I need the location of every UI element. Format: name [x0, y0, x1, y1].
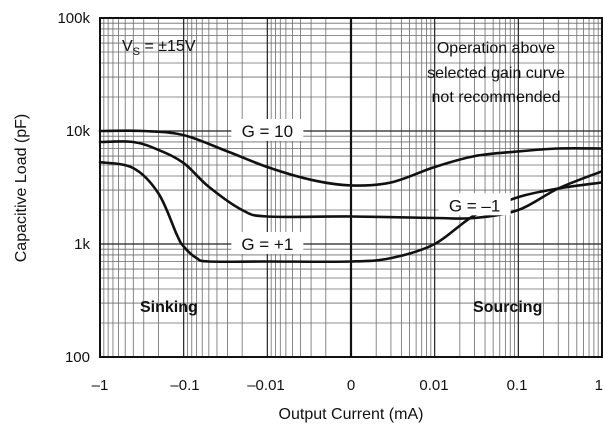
note-line-1: Operation above — [437, 40, 555, 57]
sinking-label: Sinking — [140, 299, 198, 316]
curve-label-background — [231, 232, 304, 254]
curve-label-background — [438, 193, 511, 216]
curve-label-background — [231, 119, 304, 141]
sourcing-label: Sourcing — [473, 299, 542, 316]
curve-label: G = –1 — [449, 196, 501, 215]
note-line-2: selected gain curve — [427, 65, 565, 82]
x-tick-label: –1 — [92, 377, 109, 394]
curve-label: G = +1 — [241, 235, 293, 254]
y-tick-label: 10k — [66, 123, 91, 140]
x-tick-label: –0.01 — [247, 377, 285, 394]
y-tick-label: 100 — [65, 349, 90, 366]
x-axis-title: Output Current (mA) — [279, 406, 424, 423]
labels: 100k 10k 1k 100 –1 –0.1 –0.01 0 0.01 0.1… — [13, 10, 603, 423]
x-tick-label: 0.01 — [419, 377, 448, 394]
plot-border — [99, 17, 603, 358]
curve-series-2 — [98, 140, 603, 220]
curve-label: G = 10 — [242, 122, 294, 141]
plot-frame — [99, 17, 603, 358]
x-tick-label: 0.1 — [507, 377, 528, 394]
y-tick-label: 1k — [74, 236, 90, 253]
y-axis-title: Capacitive Load (pF) — [13, 114, 30, 263]
x-tick-label: –0.1 — [170, 377, 199, 394]
x-tick-label: 0 — [347, 377, 355, 394]
note-line-3: not recommended — [432, 89, 561, 106]
x-tick-label: 1 — [595, 377, 603, 394]
y-tick-label: 100k — [57, 10, 90, 27]
supply-voltage-label: VS = ±15V — [122, 38, 196, 58]
